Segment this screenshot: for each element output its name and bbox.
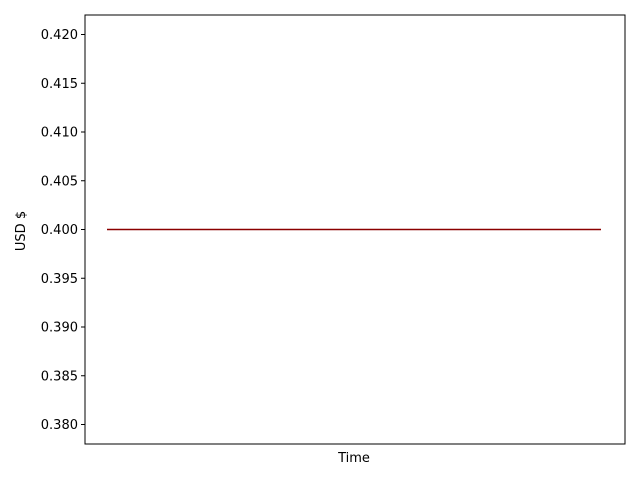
y-tick-label: 0.400 (41, 223, 78, 238)
x-axis-label: Time (337, 451, 370, 466)
plot-frame (84, 14, 626, 445)
y-axis-ticks: 0.380 0.385 0.390 0.395 0.400 0.405 0.410 0.415… (41, 28, 85, 433)
y-axis-label: USD $ (14, 211, 29, 251)
y-tick-label: 0.415 (41, 77, 78, 92)
y-tick-label: 0.390 (41, 321, 78, 336)
y-tick-label: 0.410 (41, 126, 78, 141)
y-tick-label: 0.380 (41, 418, 78, 433)
y-tick-label: 0.420 (41, 28, 78, 43)
y-tick-label: 0.405 (41, 174, 78, 189)
y-tick-label: 0.385 (41, 369, 78, 384)
y-tick-label: 0.395 (41, 272, 78, 287)
